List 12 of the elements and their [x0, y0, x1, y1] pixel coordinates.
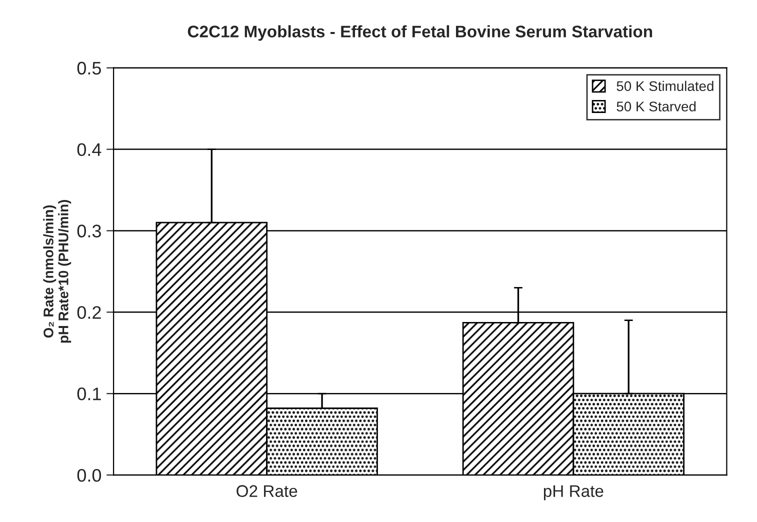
y-tick-label: 0.5 [77, 62, 101, 75]
y-tick-label: 0.0 [77, 468, 102, 482]
y-tick-label: 0.4 [77, 143, 102, 156]
x-tick-label: O2 Rate [236, 485, 298, 497]
x-tick-label: pH Rate [544, 485, 604, 500]
y-tick-label: 0.3 [77, 224, 101, 238]
y-axis-title: O₂ Rate (nmols/min) pH Rate*10 (PHU/min) [43, 200, 72, 343]
legend-label: 50 K Stimulated [616, 80, 714, 92]
y-tick-label: 0.2 [77, 306, 101, 319]
chart-title: C2C12 Myoblasts - Effect of Fetal Bovine Serum Starvation [188, 25, 652, 41]
y-tick-label: 0.1 [77, 388, 101, 400]
legend-label: 50 K Starved [616, 101, 696, 112]
